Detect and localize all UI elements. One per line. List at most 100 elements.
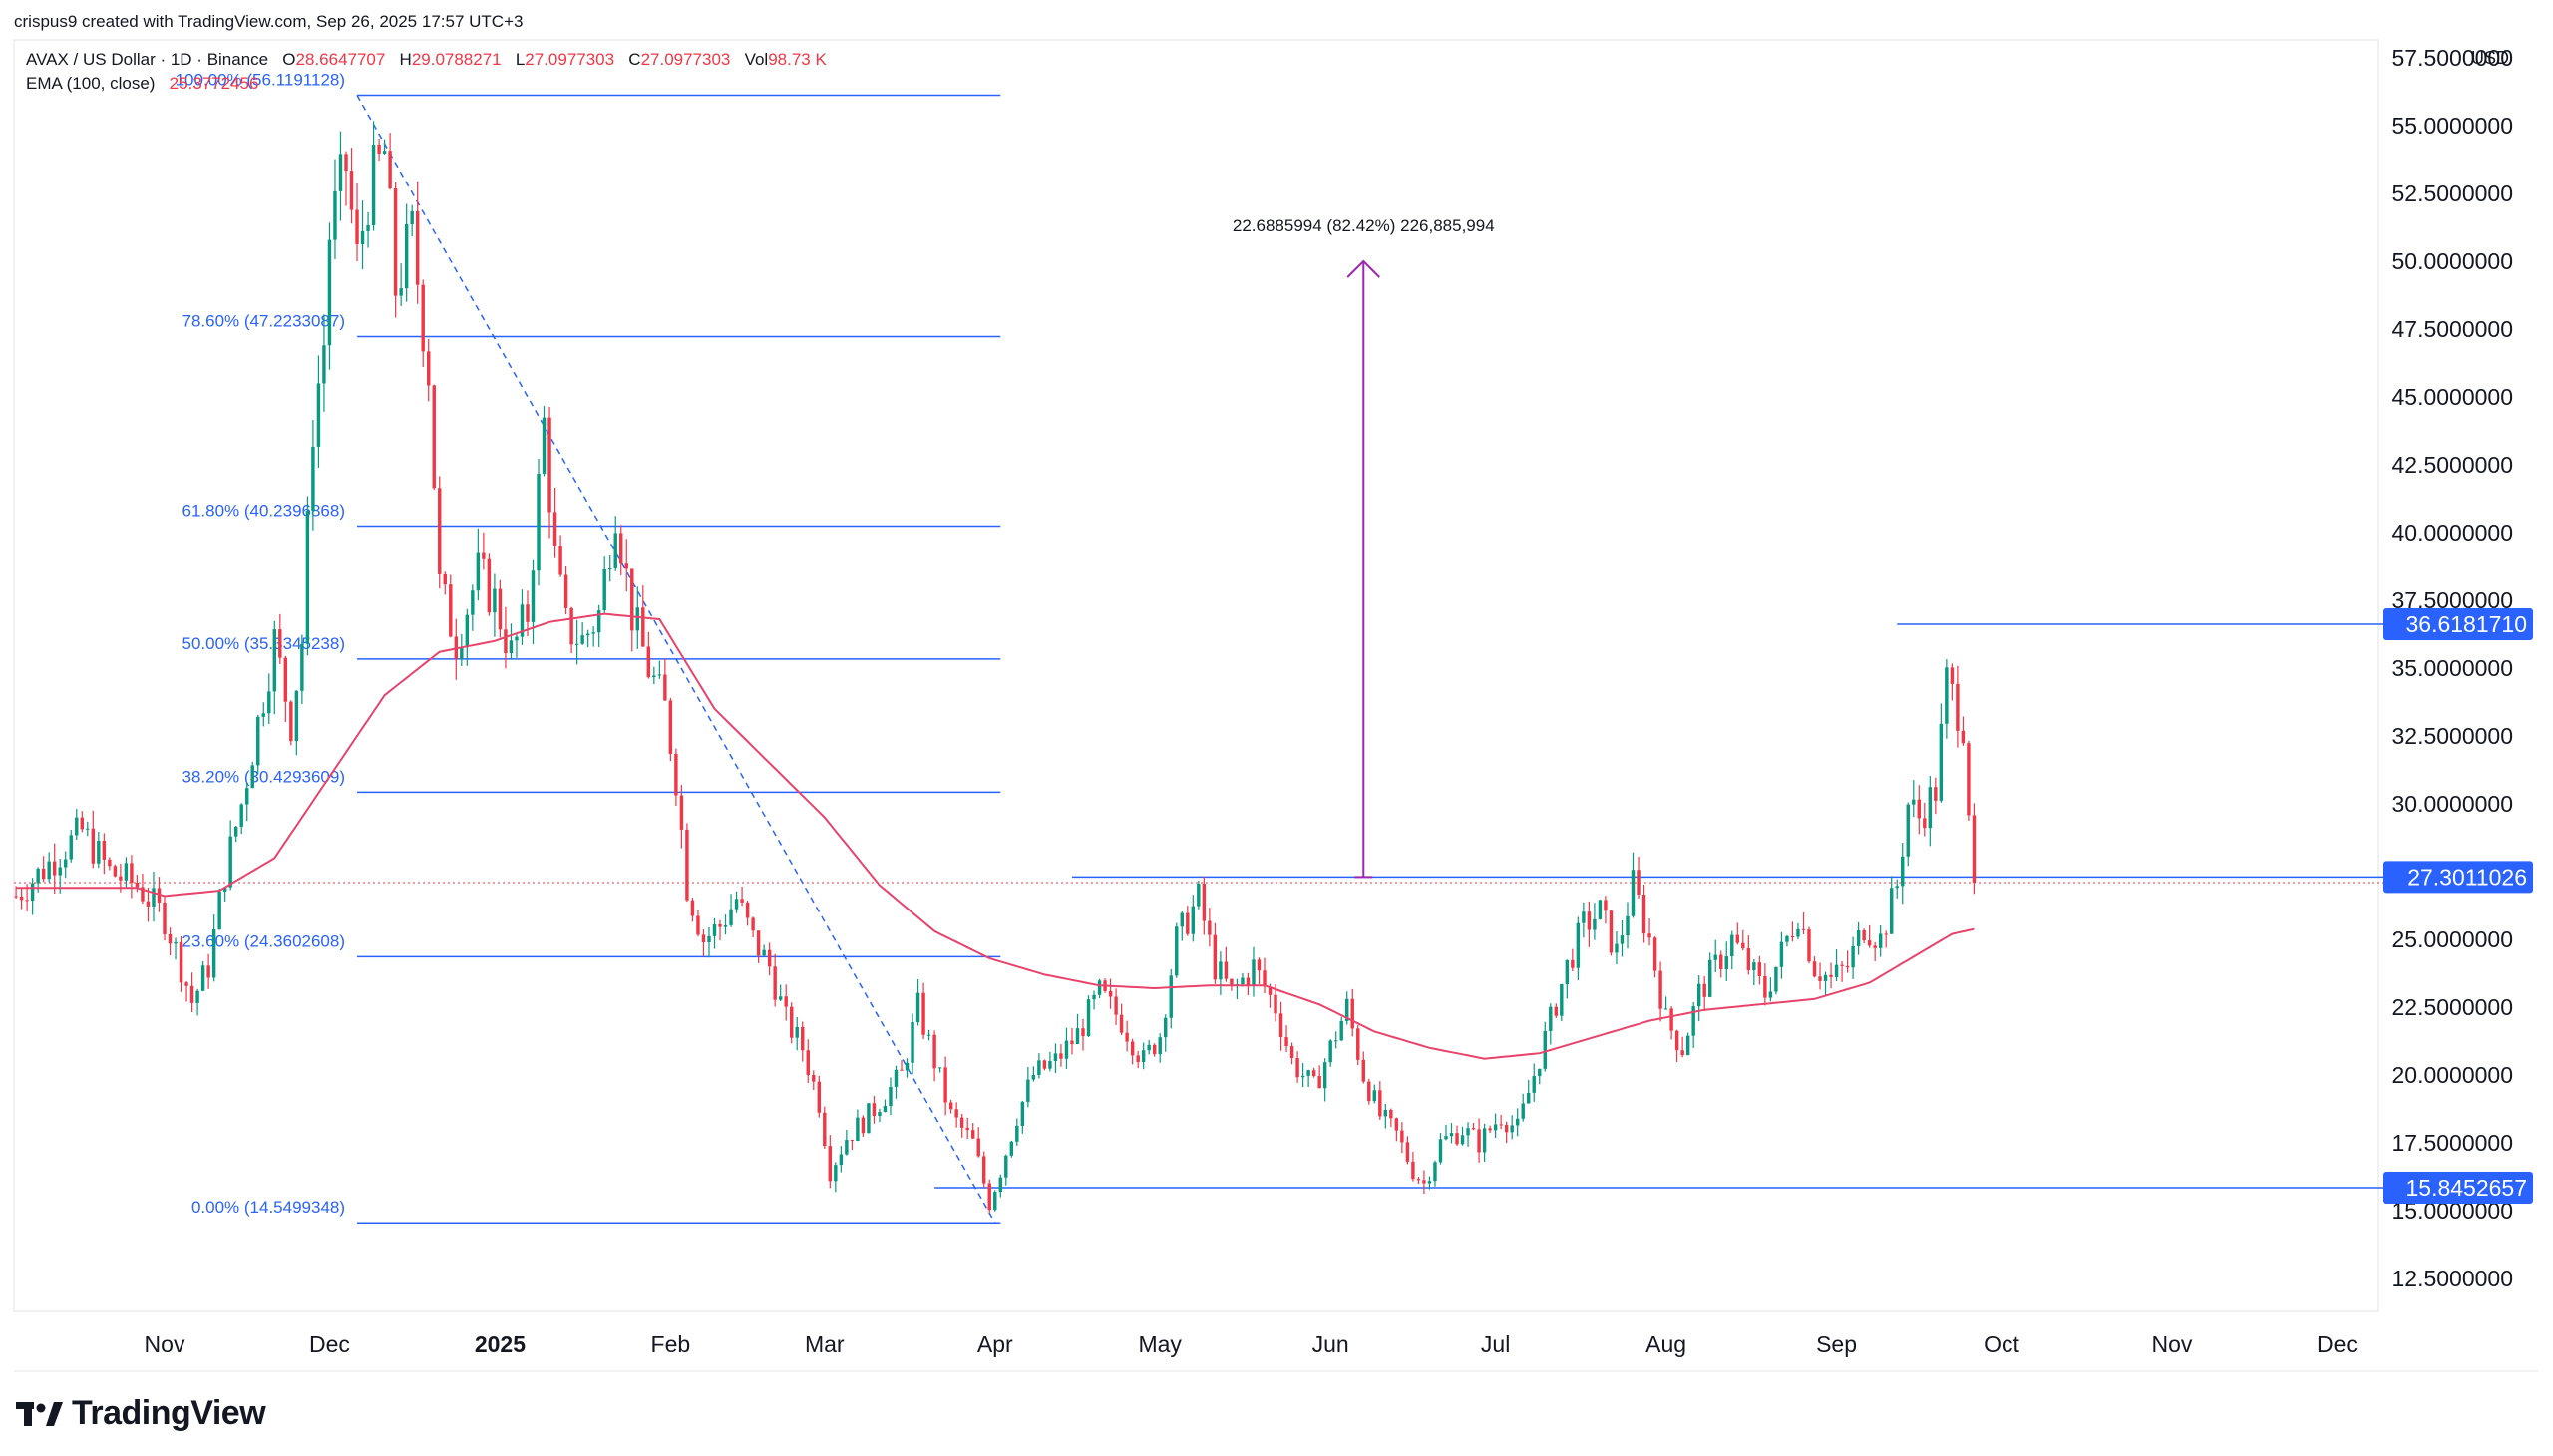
price-range-measure[interactable]: 22.6885994 (82.42%) 226,885,994: [1233, 216, 1495, 879]
candle-body: [289, 701, 293, 742]
candle-body: [1763, 975, 1767, 998]
candle-body: [1901, 856, 1905, 887]
candle-body: [948, 1102, 953, 1110]
candle-body: [1048, 1061, 1052, 1069]
candle-body: [1180, 912, 1184, 927]
tradingview-logo-icon: [16, 1401, 63, 1426]
candle-body: [707, 935, 711, 942]
trend-line[interactable]: [356, 95, 996, 1224]
candle-body: [657, 674, 662, 676]
candle-body: [668, 700, 673, 754]
candle-body: [1031, 1074, 1036, 1080]
time-tick-label: Feb: [651, 1331, 691, 1357]
candle-body: [1175, 926, 1179, 976]
candle-body: [1092, 994, 1096, 1000]
candle-body: [1015, 1125, 1019, 1142]
fibonacci-retracement[interactable]: 100.00% (56.1191128) 78.60% (47.2233087) 6…: [176, 71, 1001, 1224]
candle-body: [102, 841, 107, 860]
candle-body: [943, 1067, 947, 1103]
fib-level-label: 61.80% (40.2396868): [182, 501, 345, 520]
time-tick-label: Oct: [1984, 1331, 2019, 1357]
candle-body: [1735, 934, 1739, 943]
candle-body: [767, 949, 772, 967]
candle-body: [1004, 1155, 1008, 1178]
candle-body: [998, 1177, 1002, 1193]
candle-body: [1609, 910, 1614, 953]
candle-body: [1433, 1162, 1437, 1182]
candlestick-series: [14, 121, 1977, 1213]
candle-body: [58, 867, 62, 876]
candle-body: [1631, 870, 1636, 916]
candle-body: [1295, 1057, 1299, 1078]
candle-body: [1274, 994, 1277, 1014]
candle-body: [415, 210, 420, 285]
candle-body: [806, 1050, 810, 1076]
candle-body: [585, 633, 590, 636]
candle-body: [712, 924, 717, 936]
candle-body: [91, 828, 96, 864]
candle-body: [652, 675, 656, 678]
candle-body: [1543, 1030, 1547, 1069]
candle-body: [1956, 683, 1960, 731]
candle-body: [1807, 929, 1811, 962]
candle-body: [745, 902, 750, 918]
candle-body: [1845, 965, 1850, 968]
candle-body: [327, 239, 332, 346]
candle-body: [1164, 1017, 1168, 1038]
candle-body: [261, 713, 265, 717]
candle-body: [509, 640, 514, 654]
candle-body: [388, 151, 392, 189]
candle-body: [1538, 1068, 1542, 1077]
currency-label[interactable]: USD: [2470, 48, 2509, 68]
tradingview-logo[interactable]: TradingView: [16, 1394, 266, 1433]
candle-body: [1278, 1013, 1283, 1038]
candle-body: [1466, 1128, 1470, 1136]
ema-legend[interactable]: EMA (100, close) 25.3772456: [26, 74, 258, 94]
candle-body: [1125, 1032, 1129, 1042]
candle-body: [1768, 991, 1773, 998]
price-tag-label: 36.6181710: [2405, 611, 2527, 637]
candle-body: [1444, 1136, 1448, 1140]
price-tick-label: 20.0000000: [2391, 1062, 2513, 1088]
price-tick-label: 30.0000000: [2391, 791, 2513, 817]
candle-body: [493, 588, 497, 613]
candle-body: [1339, 1020, 1343, 1041]
candle-body: [1527, 1092, 1531, 1104]
candle-body: [1202, 884, 1207, 921]
fib-level-label: 23.60% (24.3602608): [182, 931, 345, 950]
candle-body: [635, 607, 639, 631]
candle-body: [1829, 974, 1833, 977]
open-value: 28.6647707: [295, 50, 386, 69]
candle-body: [152, 888, 156, 907]
candle-body: [1311, 1070, 1316, 1077]
candle-body: [1037, 1060, 1041, 1075]
candle-body: [580, 635, 584, 644]
candle-body: [926, 1034, 931, 1036]
price-tick-label: 55.0000000: [2391, 113, 2513, 139]
candle-body: [1741, 942, 1745, 949]
candle-body: [1257, 959, 1262, 971]
candle-body: [1719, 954, 1723, 969]
candle-body: [233, 826, 238, 837]
candle-body: [206, 965, 210, 978]
candle-body: [751, 917, 755, 931]
time-axis[interactable]: Nov Dec 2025 Feb Mar Apr May Jun Jul Aug Sep Oct Nov…: [145, 1331, 2358, 1357]
candle-body: [1322, 1062, 1327, 1089]
candle-body: [1252, 959, 1256, 985]
candle-body: [404, 224, 409, 289]
candle-body: [1141, 1050, 1146, 1062]
candle-body: [1730, 934, 1734, 957]
price-axis[interactable]: 12.500000015.000000017.500000020.0000000…: [2391, 45, 2513, 1291]
candle-body: [283, 657, 288, 702]
chart-credit: crispus9 created with TradingView.com, S…: [14, 12, 524, 31]
candle-body: [574, 643, 579, 645]
candle-body: [195, 990, 199, 1003]
candle-body: [1757, 962, 1762, 976]
candle-body: [1912, 799, 1916, 805]
measure-arrow-head: [1346, 259, 1380, 278]
horizontal-levels[interactable]: [934, 623, 2383, 1189]
candle-body: [828, 1146, 833, 1182]
candle-body: [189, 985, 194, 1003]
price-tick-label: 42.5000000: [2391, 452, 2513, 478]
